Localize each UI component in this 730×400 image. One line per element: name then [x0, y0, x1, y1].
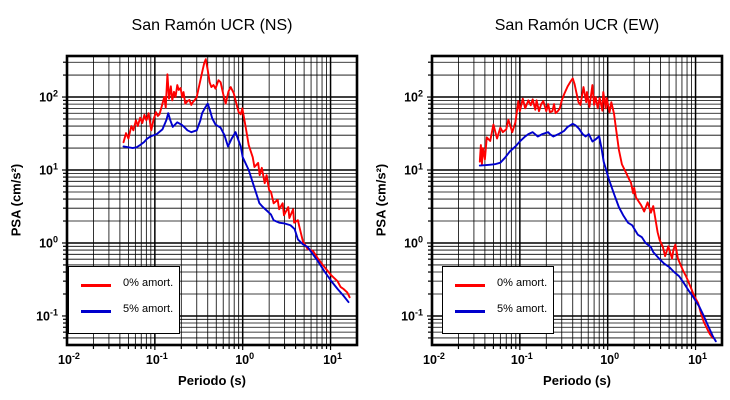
- svg-text:100: 100: [600, 351, 619, 367]
- svg-text:10-1: 10-1: [401, 307, 423, 323]
- chart-title-ew: San Ramón UCR (EW): [494, 17, 660, 34]
- legend-item-5pct: 5% amort.: [69, 301, 179, 321]
- legend-label-5pct: 5% amort.: [497, 303, 548, 315]
- legend-item-0pct: 0% amort.: [443, 275, 553, 295]
- legend-line-sample-5pct: [455, 310, 485, 313]
- svg-text:102: 102: [404, 89, 423, 105]
- svg-text:100: 100: [235, 351, 254, 367]
- chart-ew-plot-canvas: 10-2 10-1 100 101 102 101 100 10-1: [401, 54, 724, 367]
- chart-ns-plot-canvas: 10-2 10-1 100 101 102 101 100 10-1: [36, 54, 359, 367]
- svg-text:10-1: 10-1: [36, 307, 58, 323]
- legend-label-0pct: 0% amort.: [497, 277, 548, 289]
- legend-label-5pct: 5% amort.: [123, 303, 174, 315]
- legend-box: 0% amort. 5% amort.: [68, 266, 180, 334]
- svg-text:100: 100: [404, 234, 423, 250]
- chart-panel-ew: 10-2 10-1 100 101 102 101 100 10-1 San Ramón UC…: [365, 0, 730, 400]
- x-axis-label: Periodo (s): [543, 373, 611, 388]
- legend-line-sample-5pct: [81, 310, 111, 313]
- legend-item-0pct: 0% amort.: [69, 275, 179, 295]
- chart-title-ns: San Ramón UCR (NS): [131, 17, 293, 34]
- legend-line-sample-0pct: [455, 284, 485, 287]
- svg-text:101: 101: [39, 162, 58, 178]
- legend-box: 0% amort. 5% amort.: [442, 266, 554, 334]
- legend-item-5pct: 5% amort.: [443, 301, 553, 321]
- svg-text:102: 102: [39, 89, 58, 105]
- chart-panel-ns: 10-2 10-1 100 101 102 101 100 10-1 San Ramón UC…: [8, 17, 359, 388]
- legend-label-0pct: 0% amort.: [123, 277, 174, 289]
- x-axis-label: Periodo (s): [178, 373, 246, 388]
- y-axis-label: PSA (cm/s²): [373, 163, 389, 237]
- svg-text:10-2: 10-2: [58, 351, 80, 367]
- svg-text:101: 101: [323, 351, 342, 367]
- svg-text:10-1: 10-1: [511, 351, 533, 367]
- svg-text:101: 101: [404, 162, 423, 178]
- svg-text:10-1: 10-1: [146, 351, 168, 367]
- legend-line-sample-0pct: [81, 284, 111, 287]
- svg-text:100: 100: [39, 234, 58, 250]
- svg-text:10-2: 10-2: [423, 351, 445, 367]
- svg-text:101: 101: [688, 351, 707, 367]
- y-axis-label: PSA (cm/s²): [8, 163, 24, 237]
